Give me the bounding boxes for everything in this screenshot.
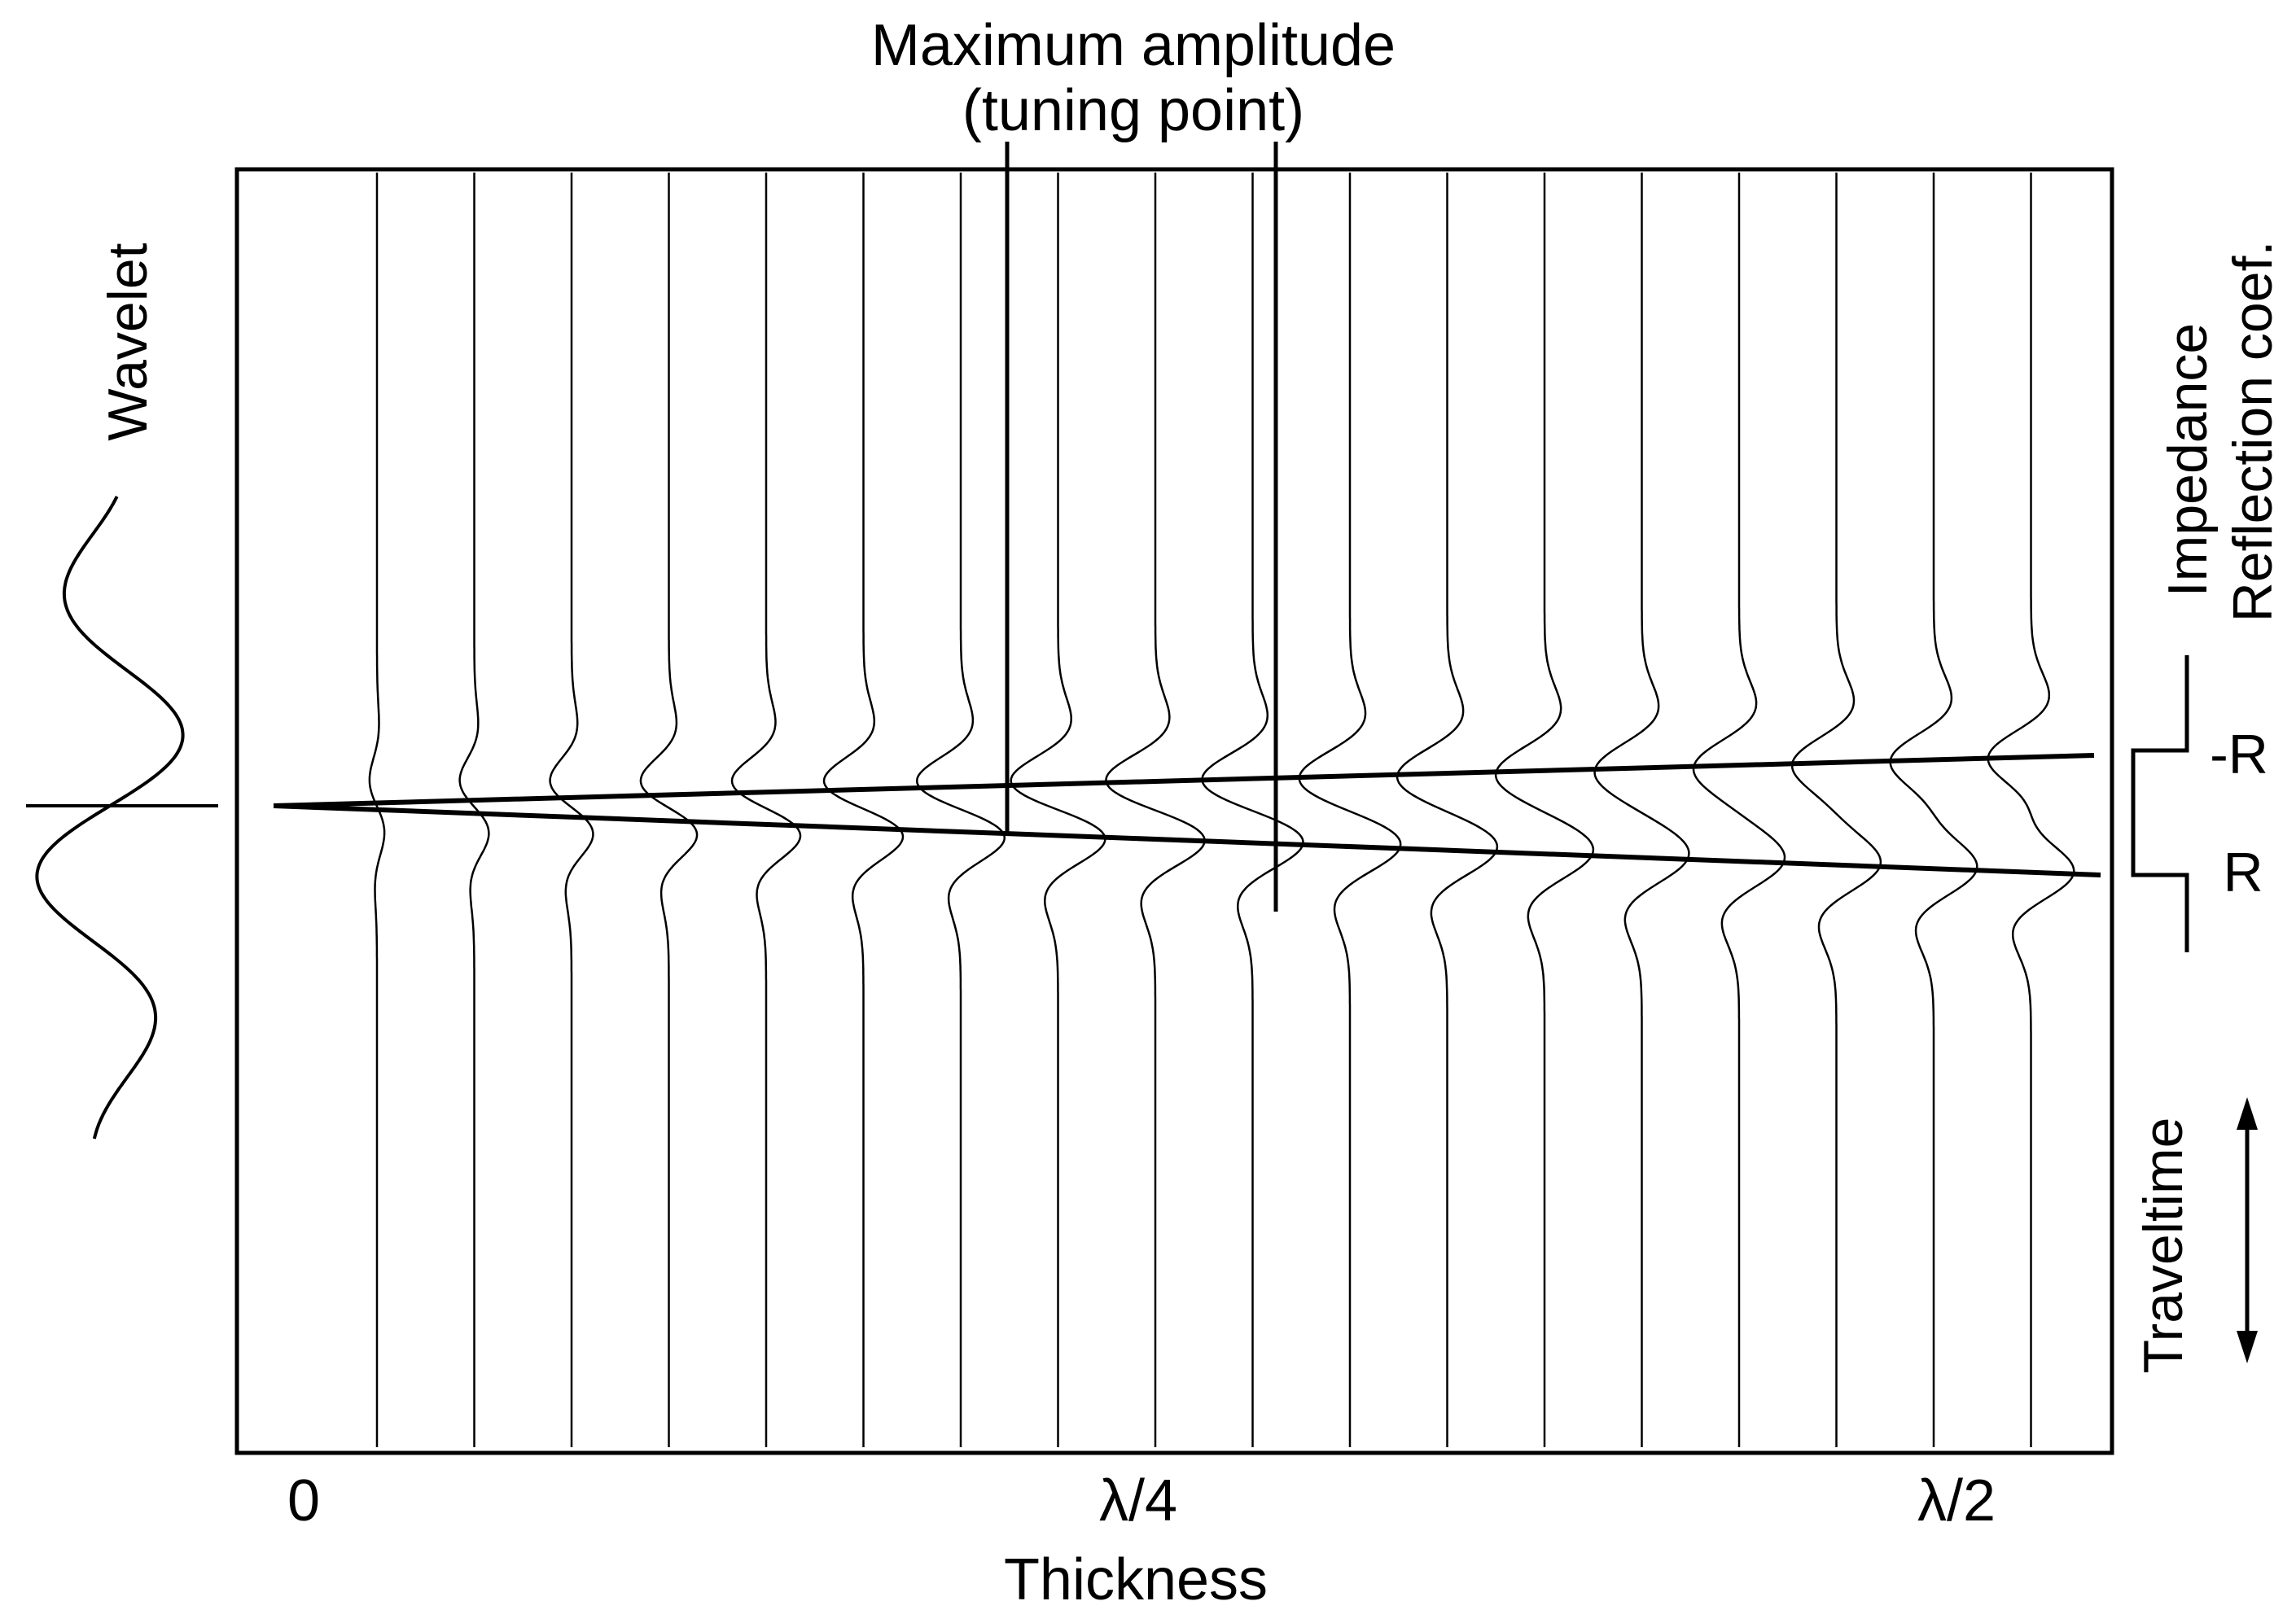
seismic-trace <box>1201 173 1304 1447</box>
seismic-trace <box>1396 173 1499 1447</box>
x-tick-half-lambda: λ/2 <box>1917 1468 1996 1533</box>
x-tick-0: 0 <box>287 1468 320 1533</box>
seismic-trace <box>1593 173 1690 1447</box>
impedance-step <box>2131 655 2189 952</box>
x-axis-label: Thickness <box>1004 1547 1268 1612</box>
title-line-2: (tuning point) <box>962 78 1304 143</box>
seismic-trace <box>1889 173 1978 1447</box>
seismic-trace <box>1010 173 1106 1447</box>
seismic-traces <box>368 173 2075 1447</box>
seismic-trace <box>549 173 594 1447</box>
seismic-trace <box>1494 173 1595 1447</box>
plot-frame <box>234 167 2114 1455</box>
traveltime-arrow-down-icon <box>2237 1331 2258 1363</box>
seismic-trace <box>1298 173 1402 1447</box>
traveltime-arrow-up-icon <box>2237 1097 2258 1130</box>
title-line-1: Maximum amplitude <box>871 13 1396 78</box>
seismic-trace <box>1105 173 1206 1447</box>
pos-r-label: R <box>2223 842 2263 903</box>
wedge-top-line <box>273 753 2095 808</box>
wavelet-curve <box>35 496 185 1140</box>
seismic-trace <box>1987 173 2075 1447</box>
seismic-trace <box>915 173 1006 1447</box>
seismic-trace <box>730 173 802 1447</box>
wedge-base-line <box>273 803 2101 877</box>
impedance-label: Impedance <box>2157 323 2219 597</box>
wavelet-label: Wavelet <box>97 243 159 440</box>
seismic-trace <box>1692 173 1786 1447</box>
traveltime-label: Traveltime <box>2132 1118 2194 1374</box>
seismic-trace <box>458 173 490 1447</box>
reflection-coef-label: Reflection coef. <box>2222 241 2284 623</box>
seismic-trace <box>639 173 699 1447</box>
seismic-trace <box>1790 173 1882 1447</box>
x-tick-quarter-lambda: λ/4 <box>1099 1468 1177 1533</box>
seismic-trace <box>822 173 905 1447</box>
neg-r-label: -R <box>2210 724 2268 785</box>
